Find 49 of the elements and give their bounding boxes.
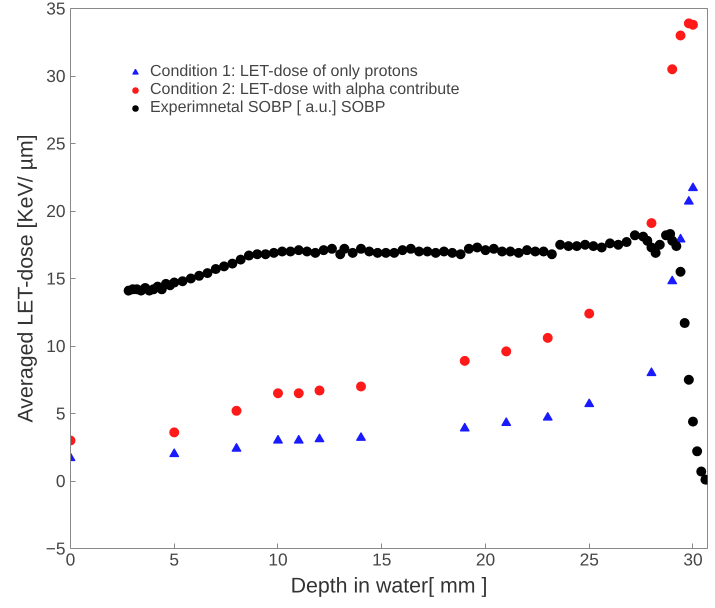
x-tick-label: 20 bbox=[476, 550, 496, 570]
point bbox=[272, 388, 283, 398]
x-tick-label: 25 bbox=[580, 550, 599, 570]
point bbox=[294, 388, 304, 398]
point bbox=[542, 412, 553, 421]
x-tick-label: 10 bbox=[268, 550, 288, 570]
point bbox=[314, 433, 324, 442]
point bbox=[501, 417, 512, 426]
point bbox=[584, 398, 594, 408]
x-axis-title: Depth in water[ mm ] bbox=[290, 574, 488, 598]
point bbox=[584, 308, 594, 319]
point bbox=[356, 432, 366, 441]
point bbox=[688, 20, 698, 30]
legend-label: Condition 1: LET-dose of only protons bbox=[150, 63, 418, 81]
x-tick-label: 30 bbox=[683, 550, 703, 570]
y-tick-label: 35 bbox=[46, 0, 66, 18]
y-tick-label: −5 bbox=[46, 538, 66, 558]
y-tick-label: 15 bbox=[46, 268, 66, 288]
y-axis-title: Averaged LET-dose [KeV/ µm] bbox=[14, 134, 38, 423]
point bbox=[646, 367, 656, 376]
y-tick-label: 0 bbox=[56, 471, 66, 491]
point bbox=[676, 234, 686, 242]
point bbox=[676, 30, 686, 40]
point bbox=[231, 442, 242, 452]
y-tick-label: 20 bbox=[46, 201, 66, 221]
legend-label: Condition 2: LET-dose with alpha contribute bbox=[150, 81, 460, 99]
y-tick-label: 25 bbox=[46, 134, 66, 154]
point bbox=[169, 448, 180, 458]
point bbox=[231, 406, 242, 416]
point bbox=[169, 427, 180, 438]
y-tick-label: 5 bbox=[56, 404, 66, 424]
x-tick-label: 5 bbox=[169, 550, 180, 570]
point bbox=[667, 64, 678, 74]
point bbox=[667, 276, 678, 284]
point bbox=[314, 386, 324, 396]
y-tick-label: 10 bbox=[46, 336, 66, 356]
legend-label: Experimnetal SOBP [ a.u.] SOBP bbox=[150, 99, 386, 117]
y-tick-label: 30 bbox=[46, 66, 66, 86]
point bbox=[501, 346, 512, 356]
point bbox=[356, 382, 366, 392]
x-tick-label: 15 bbox=[372, 550, 392, 570]
point bbox=[688, 182, 698, 192]
point bbox=[460, 356, 470, 366]
point bbox=[542, 332, 553, 343]
point bbox=[294, 434, 304, 444]
point bbox=[272, 434, 283, 444]
point bbox=[684, 196, 694, 205]
point bbox=[646, 218, 656, 228]
point bbox=[460, 422, 470, 432]
